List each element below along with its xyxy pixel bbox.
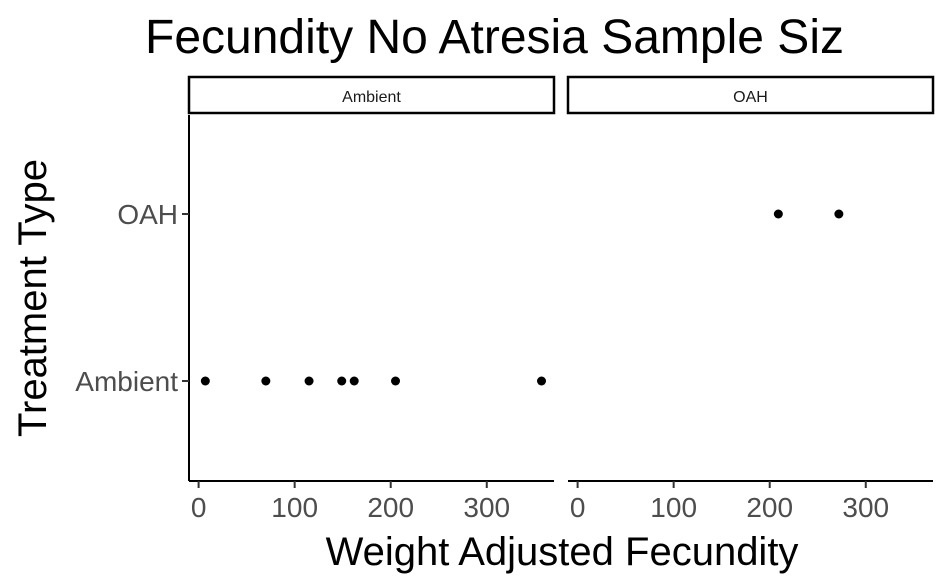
data-point (391, 376, 401, 386)
y-axis-title: Treatment Type (11, 159, 55, 437)
x-tick-label: 100 (650, 492, 697, 523)
x-axis-title: Weight Adjusted Fecundity (326, 530, 799, 574)
data-point (261, 376, 271, 386)
strip-label: OAH (733, 89, 768, 106)
strip-box (566, 75, 935, 115)
data-point (337, 376, 347, 386)
facet-panel-ambient: Ambient 0 100 200 300 (187, 75, 556, 523)
data-point (773, 209, 783, 219)
x-tick-label: 300 (842, 492, 889, 523)
strip-box (187, 75, 556, 115)
x-tick-label: 0 (570, 492, 586, 523)
data-point (200, 376, 210, 386)
x-tick-label: 0 (191, 492, 207, 523)
y-tick-label: OAH (117, 199, 178, 230)
y-tick-label: Ambient (75, 366, 178, 397)
chart-title: Fecundity No Atresia Sample Siz (145, 11, 844, 64)
y-axis: Ambient OAH (75, 115, 190, 481)
x-tick-label: 200 (367, 492, 414, 523)
x-tick-label: 100 (271, 492, 318, 523)
strip-label: Ambient (342, 89, 401, 106)
facet-panel-oah: OAH 0 100 200 300 (566, 75, 935, 523)
x-tick-label: 200 (746, 492, 793, 523)
data-point (834, 209, 844, 219)
data-point (304, 376, 314, 386)
data-point (537, 376, 547, 386)
facet-panels: Ambient 0 100 200 300 OAH 0 100 200 300 (187, 75, 935, 523)
data-point (349, 376, 359, 386)
x-tick-label: 300 (463, 492, 510, 523)
